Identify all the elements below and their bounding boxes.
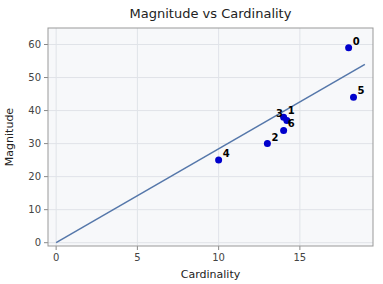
grid-line [56, 28, 57, 246]
title: Magnitude vs Cardinality [130, 6, 292, 21]
tick-label: 15 [294, 252, 307, 263]
chart-container: 0 5 10 15 0 10 20 30 40 50 60 0 1 2 3 4 5 6 Magnitude vs C… [0, 0, 383, 284]
point [215, 157, 222, 164]
grid-line [299, 28, 300, 246]
point-label: 2 [271, 132, 278, 143]
tick-label: 30 [28, 138, 41, 149]
tick-label: 0 [53, 252, 59, 263]
point [280, 127, 287, 134]
plot-background [48, 28, 373, 246]
tick-mark [44, 110, 48, 111]
plot-frame [48, 28, 373, 246]
tick-mark [137, 246, 138, 250]
tick-label: 0 [35, 237, 41, 248]
tick-mark [56, 246, 57, 250]
tick-label: 40 [28, 105, 41, 116]
point-label: 4 [223, 148, 230, 159]
point [264, 140, 271, 147]
tick-mark [218, 246, 219, 250]
marks [56, 44, 365, 242]
point-label: 5 [358, 85, 365, 96]
point-label: 0 [353, 36, 360, 47]
grid-line [48, 176, 373, 177]
grid-line [48, 209, 373, 210]
point [350, 94, 357, 101]
grid-line [48, 77, 373, 78]
point [345, 44, 352, 51]
tick-mark [44, 143, 48, 144]
tick-mark [44, 77, 48, 78]
grid-line [48, 143, 373, 144]
point-label: 1 [288, 105, 295, 116]
point-label: 3 [276, 108, 283, 119]
tick-mark [299, 246, 300, 250]
tick-label: 5 [134, 252, 140, 263]
grid-line [48, 110, 373, 111]
grid-line [48, 242, 373, 243]
x-axis-label: Cardinality [181, 268, 241, 281]
tick-label: 20 [28, 171, 41, 182]
chart-svg: 0 5 10 15 0 10 20 30 40 50 60 0 1 2 3 4 5 6 Magnitude vs C… [0, 0, 383, 284]
tick-mark [44, 209, 48, 210]
grid-line [48, 44, 373, 45]
tick-mark [44, 176, 48, 177]
point-label: 6 [288, 118, 295, 129]
tick-mark [44, 242, 48, 243]
y-axis-label: Magnitude [3, 108, 16, 167]
tick-mark [44, 44, 48, 45]
annotations: 0 1 2 3 4 5 6 [223, 36, 365, 159]
tick-label: 10 [28, 204, 41, 215]
grid-line [137, 28, 138, 246]
grid [48, 28, 373, 246]
regression-line [56, 64, 365, 242]
tick-label: 50 [28, 72, 41, 83]
tick-label: 60 [28, 39, 41, 50]
tick-label: 10 [212, 252, 225, 263]
grid-line [218, 28, 219, 246]
axes: 0 5 10 15 0 10 20 30 40 50 60 [28, 39, 306, 263]
